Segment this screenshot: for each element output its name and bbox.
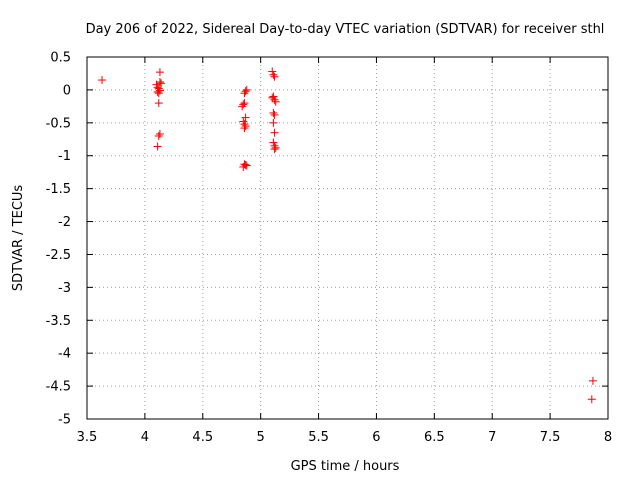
data-point xyxy=(269,92,278,101)
y-tick-label: -3.5 xyxy=(46,314,71,329)
y-axis-title: SDTVAR / TECUs xyxy=(11,185,26,292)
data-point xyxy=(241,113,250,122)
data-point xyxy=(155,130,164,139)
data-point xyxy=(155,78,164,87)
x-tick-label: 5.5 xyxy=(308,430,329,445)
data-point xyxy=(154,131,163,140)
data-point xyxy=(270,95,279,104)
y-tick-label: -2 xyxy=(58,215,71,230)
data-point xyxy=(157,79,166,88)
y-tick-label: -0.5 xyxy=(46,116,71,131)
x-axis-title: GPS time / hours xyxy=(291,459,400,474)
data-point xyxy=(153,142,162,151)
data-point xyxy=(269,70,278,79)
data-point xyxy=(241,122,250,131)
x-tick-label: 5 xyxy=(257,430,265,445)
data-point xyxy=(98,76,107,85)
data-point xyxy=(242,161,251,170)
data-point xyxy=(241,87,250,96)
x-tick-label: 4.5 xyxy=(192,430,213,445)
axis-ticks: 3.5 4 4.5 5 5.5 6 6.5 7 7.5 8 0.5 0 -0.5 -1 -1.5 -2 -2.5… xyxy=(46,51,613,446)
data-point xyxy=(270,128,279,137)
x-tick-label: 3.5 xyxy=(77,430,98,445)
data-point xyxy=(155,68,164,77)
y-tick-label: -1.5 xyxy=(46,182,71,197)
data-points xyxy=(98,67,597,404)
data-point xyxy=(271,143,280,152)
data-point xyxy=(270,145,279,154)
x-tick-label: 7.5 xyxy=(540,430,561,445)
y-tick-label: -1 xyxy=(58,149,71,164)
data-point xyxy=(588,376,597,385)
y-tick-label: -4 xyxy=(58,347,71,362)
y-tick-label: -5 xyxy=(58,413,71,428)
y-tick-label: -3 xyxy=(58,281,71,296)
y-tick-label: 0 xyxy=(63,83,71,98)
data-point xyxy=(269,108,278,117)
data-point xyxy=(242,85,251,94)
chart-title: Day 206 of 2022, Sidereal Day-to-day VTE… xyxy=(86,22,605,37)
data-point xyxy=(269,138,278,147)
data-point xyxy=(240,124,249,133)
data-point xyxy=(240,99,249,108)
x-tick-label: 8 xyxy=(604,430,612,445)
data-point xyxy=(587,395,596,404)
data-point xyxy=(268,67,277,76)
y-tick-label: -2.5 xyxy=(46,248,71,263)
x-tick-label: 6.5 xyxy=(424,430,445,445)
x-tick-label: 7 xyxy=(488,430,496,445)
data-point xyxy=(241,160,250,169)
data-point xyxy=(239,100,248,109)
data-point xyxy=(270,110,279,119)
x-tick-label: 4 xyxy=(141,430,149,445)
data-point xyxy=(271,97,280,106)
plot-frame xyxy=(86,56,609,420)
y-tick-label: -4.5 xyxy=(46,380,71,395)
grid-lines xyxy=(87,57,608,419)
x-tick-label: 6 xyxy=(372,430,380,445)
y-tick-label: 0.5 xyxy=(50,51,71,66)
data-point xyxy=(154,99,163,108)
data-point xyxy=(155,86,164,95)
data-point xyxy=(270,72,279,81)
data-point xyxy=(269,118,278,127)
